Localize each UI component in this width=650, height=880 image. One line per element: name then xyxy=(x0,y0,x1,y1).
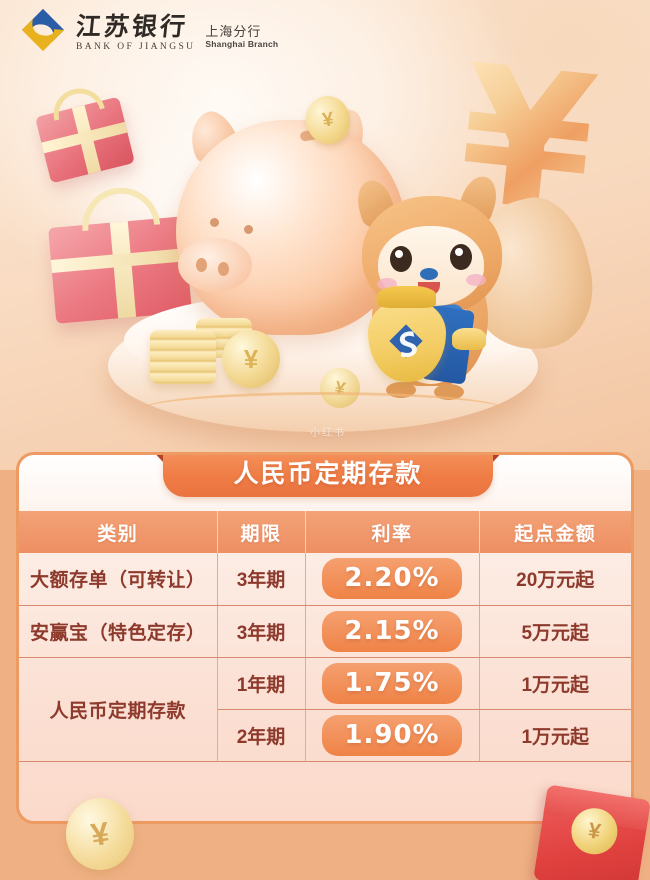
gold-ingot-icon xyxy=(452,328,486,350)
card-title: 人民币定期存款 xyxy=(233,460,423,488)
rate-badge: 2.20% xyxy=(322,558,462,600)
column-header-category: 类别 xyxy=(19,511,218,553)
squirrel-eye-left xyxy=(390,246,412,272)
piggy-bank-icon xyxy=(176,120,406,335)
squirrel-eye-right xyxy=(450,244,472,270)
bank-name-en: BANK OF JIANGSU xyxy=(76,41,196,52)
cell-category: 人民币定期存款 xyxy=(19,657,218,762)
squirrel-nose xyxy=(420,268,438,280)
cell-term: 3年期 xyxy=(217,553,306,606)
table-row: 2年期 1.90% 1万元起 xyxy=(19,709,631,762)
rate-badge: 2.15% xyxy=(322,610,462,652)
table-header-row: 类别 期限 利率 起点金额 xyxy=(19,511,631,553)
cell-amount: 1万元起 xyxy=(479,657,631,710)
rate-card: 人民币定期存款 类别 期限 利率 起点金额 大额存单（可转让） 3年期 2.20… xyxy=(16,452,634,824)
bank-name-block: 江苏银行 BANK OF JIANGSU xyxy=(74,11,196,53)
cell-amount: 20万元起 xyxy=(479,553,631,606)
red-envelope-icon xyxy=(533,784,650,880)
brand-header: 江苏银行 BANK OF JIANGSU 上海分行 Shanghai Branc… xyxy=(20,8,278,52)
piggy-eye-left xyxy=(210,218,219,227)
branch-block: 上海分行 Shanghai Branch xyxy=(205,24,279,50)
gift-box-bottom-icon xyxy=(48,184,192,324)
gold-coin-icon xyxy=(66,798,134,870)
cell-rate: 2.15% xyxy=(305,605,480,658)
rate-badge: 1.75% xyxy=(322,662,462,704)
column-header-amount: 起点金额 xyxy=(479,511,631,553)
coin-stack-front xyxy=(150,330,216,384)
bank-name-cn: 江苏银行 xyxy=(74,11,190,41)
rate-badge: 1.90% xyxy=(322,714,462,756)
column-header-term: 期限 xyxy=(217,511,306,553)
gift-ribbon-vertical xyxy=(109,221,137,319)
bank-logo-icon xyxy=(20,8,66,52)
cell-amount: 5万元起 xyxy=(479,605,631,658)
banner-notch-left xyxy=(149,455,164,463)
cell-term: 2年期 xyxy=(217,709,306,762)
envelope-medallion-icon xyxy=(568,804,621,858)
branch-name-en: Shanghai Branch xyxy=(205,39,279,50)
money-bag-tie xyxy=(378,286,436,308)
cell-category: 安赢宝（特色定存） xyxy=(19,605,218,658)
cell-category: 大额存单（可转让） xyxy=(19,553,218,606)
card-banner: 人民币定期存款 xyxy=(163,455,493,497)
piggy-nostril-left xyxy=(196,258,207,272)
podium-ring xyxy=(140,392,506,428)
piggy-snout xyxy=(178,238,252,292)
table-row: 人民币定期存款 1年期 1.75% 1万元起 xyxy=(19,657,631,762)
cell-amount: 1万元起 xyxy=(479,709,631,762)
podium-watermark: 小红书 xyxy=(310,428,346,439)
piggy-nostril-right xyxy=(218,262,229,276)
table-row: 安赢宝（特色定存） 3年期 2.15% 5万元起 xyxy=(19,605,631,658)
cell-rate: 1.90% xyxy=(305,709,480,762)
gold-coin-icon xyxy=(222,330,280,388)
cell-term: 3年期 xyxy=(217,605,306,658)
coin-in-slot-icon xyxy=(302,93,354,147)
banner-notch-right xyxy=(492,455,507,463)
squirrel-cheek-right xyxy=(466,274,486,286)
hero-banner: 小红书 江苏银行 BANK OF JIANGSU 上海分行 Shanghai B… xyxy=(0,0,650,470)
cell-term: 1年期 xyxy=(217,657,306,710)
card-banner-wrap: 人民币定期存款 xyxy=(19,455,631,503)
cell-rate: 2.20% xyxy=(305,553,480,606)
column-header-rate: 利率 xyxy=(305,511,480,553)
money-bag-logo-icon xyxy=(386,322,426,360)
piggy-eye-right xyxy=(244,225,253,234)
deposit-rate-table: 类别 期限 利率 起点金额 大额存单（可转让） 3年期 2.20% 20万元起 … xyxy=(19,511,631,762)
table-row: 大额存单（可转让） 3年期 2.20% 20万元起 xyxy=(19,553,631,606)
branch-name-cn: 上海分行 xyxy=(205,24,262,40)
cell-rate: 1.75% xyxy=(305,657,480,710)
